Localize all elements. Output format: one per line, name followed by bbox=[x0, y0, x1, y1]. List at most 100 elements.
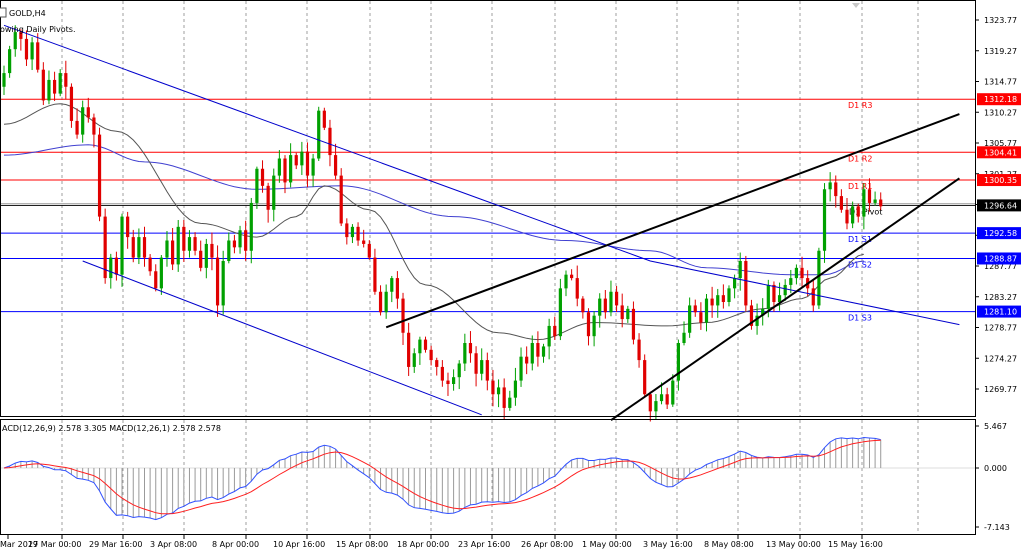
candle-body bbox=[294, 155, 298, 166]
candle-body bbox=[322, 110, 326, 128]
pivot-value-box bbox=[977, 174, 1021, 187]
candle-body bbox=[519, 356, 523, 381]
candle bbox=[289, 143, 293, 188]
candle-body bbox=[333, 155, 338, 176]
candle-body bbox=[468, 343, 473, 354]
candle-body bbox=[238, 230, 242, 248]
candle bbox=[620, 293, 624, 328]
candle bbox=[176, 220, 180, 272]
candle-body bbox=[266, 185, 270, 210]
candle-body bbox=[154, 271, 158, 289]
candle-body bbox=[373, 257, 377, 292]
price-tick-label: 1305.77 bbox=[984, 139, 1017, 148]
candle bbox=[339, 168, 343, 227]
candle bbox=[856, 203, 860, 223]
price-tick-label: 1314.77 bbox=[984, 78, 1017, 87]
candle-body bbox=[789, 278, 793, 285]
candle bbox=[867, 178, 872, 212]
candle-body bbox=[777, 295, 782, 303]
candle-body bbox=[446, 380, 450, 385]
candle-body bbox=[755, 315, 759, 326]
candle-body bbox=[137, 237, 141, 258]
candle-body bbox=[794, 267, 799, 279]
price-pane[interactable]: D1 R3 D1 R2 D1 R1 D1 Pivot D1 S1 D1 S2 D1 S3 bbox=[0, 0, 976, 422]
trend-lines[interactable] bbox=[3, 24, 960, 422]
candle-body bbox=[255, 168, 259, 203]
time-tick-label: 8 Apr 00:00 bbox=[212, 540, 259, 549]
candle bbox=[36, 33, 40, 73]
candle bbox=[244, 220, 248, 261]
candle bbox=[120, 213, 124, 287]
candle-body bbox=[159, 257, 163, 289]
candle bbox=[171, 228, 175, 271]
macd-pane[interactable]: ACD(12,26,9) 2.578 3.305 MACD(12,26,1) 2… bbox=[0, 419, 976, 536]
candle-body bbox=[834, 182, 838, 197]
candle-body bbox=[485, 360, 489, 381]
candle-body bbox=[69, 86, 74, 121]
candle-body bbox=[412, 353, 416, 367]
channel-lower-line[interactable] bbox=[82, 260, 482, 416]
candle-body bbox=[800, 267, 804, 279]
price-axis[interactable]: 1323.771319.271314.771310.271305.771301.… bbox=[976, 16, 1021, 394]
candle bbox=[103, 208, 107, 284]
candle bbox=[553, 316, 557, 340]
indicator-note: owing Daily Pivots. bbox=[0, 25, 75, 34]
candle bbox=[300, 141, 304, 176]
candle bbox=[159, 255, 163, 295]
candle bbox=[350, 224, 355, 244]
shift-marker-icon[interactable] bbox=[852, 3, 860, 8]
price-tick-label: 1283.27 bbox=[984, 293, 1017, 302]
candle bbox=[822, 183, 827, 263]
candle-body bbox=[704, 298, 709, 323]
candle-body bbox=[659, 394, 664, 402]
candle-body bbox=[873, 199, 877, 203]
pivot-value-box bbox=[977, 305, 1021, 318]
candle-body bbox=[440, 366, 444, 381]
candle bbox=[142, 226, 147, 267]
candle bbox=[345, 218, 349, 245]
candle bbox=[429, 345, 433, 366]
candle bbox=[19, 29, 23, 51]
candle-body bbox=[142, 237, 147, 258]
candle bbox=[64, 60, 68, 100]
candle bbox=[58, 69, 62, 97]
pivot-label: D1 R2 bbox=[848, 154, 872, 163]
candle-body bbox=[744, 261, 748, 306]
pivot-label: D1 S1 bbox=[848, 235, 872, 244]
candle-body bbox=[356, 226, 360, 241]
wedge-lower-line[interactable] bbox=[610, 177, 960, 422]
current-price-label: 1296.64 bbox=[984, 201, 1017, 210]
candle-body bbox=[8, 49, 12, 74]
candle bbox=[749, 299, 754, 330]
macd-grid bbox=[61, 420, 919, 535]
candle bbox=[154, 264, 158, 292]
candle bbox=[69, 83, 74, 128]
candle bbox=[373, 248, 377, 295]
candle bbox=[395, 271, 399, 309]
candle bbox=[75, 108, 79, 139]
candle bbox=[547, 318, 551, 360]
price-tick-label: 1269.77 bbox=[984, 385, 1017, 394]
candle bbox=[322, 107, 326, 131]
pivot-label: D1 Pivot bbox=[849, 207, 882, 216]
candle bbox=[407, 322, 411, 376]
channel-upper-line[interactable] bbox=[3, 24, 960, 326]
candle-body bbox=[103, 216, 107, 279]
macd-label: ACD(12,26,9) 2.578 3.305 MACD(12,26,1) 2… bbox=[2, 424, 221, 433]
candle bbox=[204, 238, 208, 279]
candle-body bbox=[120, 216, 124, 275]
candle-body bbox=[182, 226, 186, 251]
candle-body bbox=[822, 189, 827, 251]
candle bbox=[8, 45, 12, 78]
candle-body bbox=[564, 274, 568, 289]
candle-body bbox=[311, 158, 315, 176]
candle bbox=[13, 25, 17, 57]
candle bbox=[598, 293, 602, 328]
wedge-upper-line[interactable] bbox=[385, 113, 960, 329]
candle bbox=[126, 211, 130, 249]
candle bbox=[367, 240, 371, 260]
moving-average-slow-line bbox=[3, 144, 864, 276]
candle-body bbox=[362, 240, 366, 244]
